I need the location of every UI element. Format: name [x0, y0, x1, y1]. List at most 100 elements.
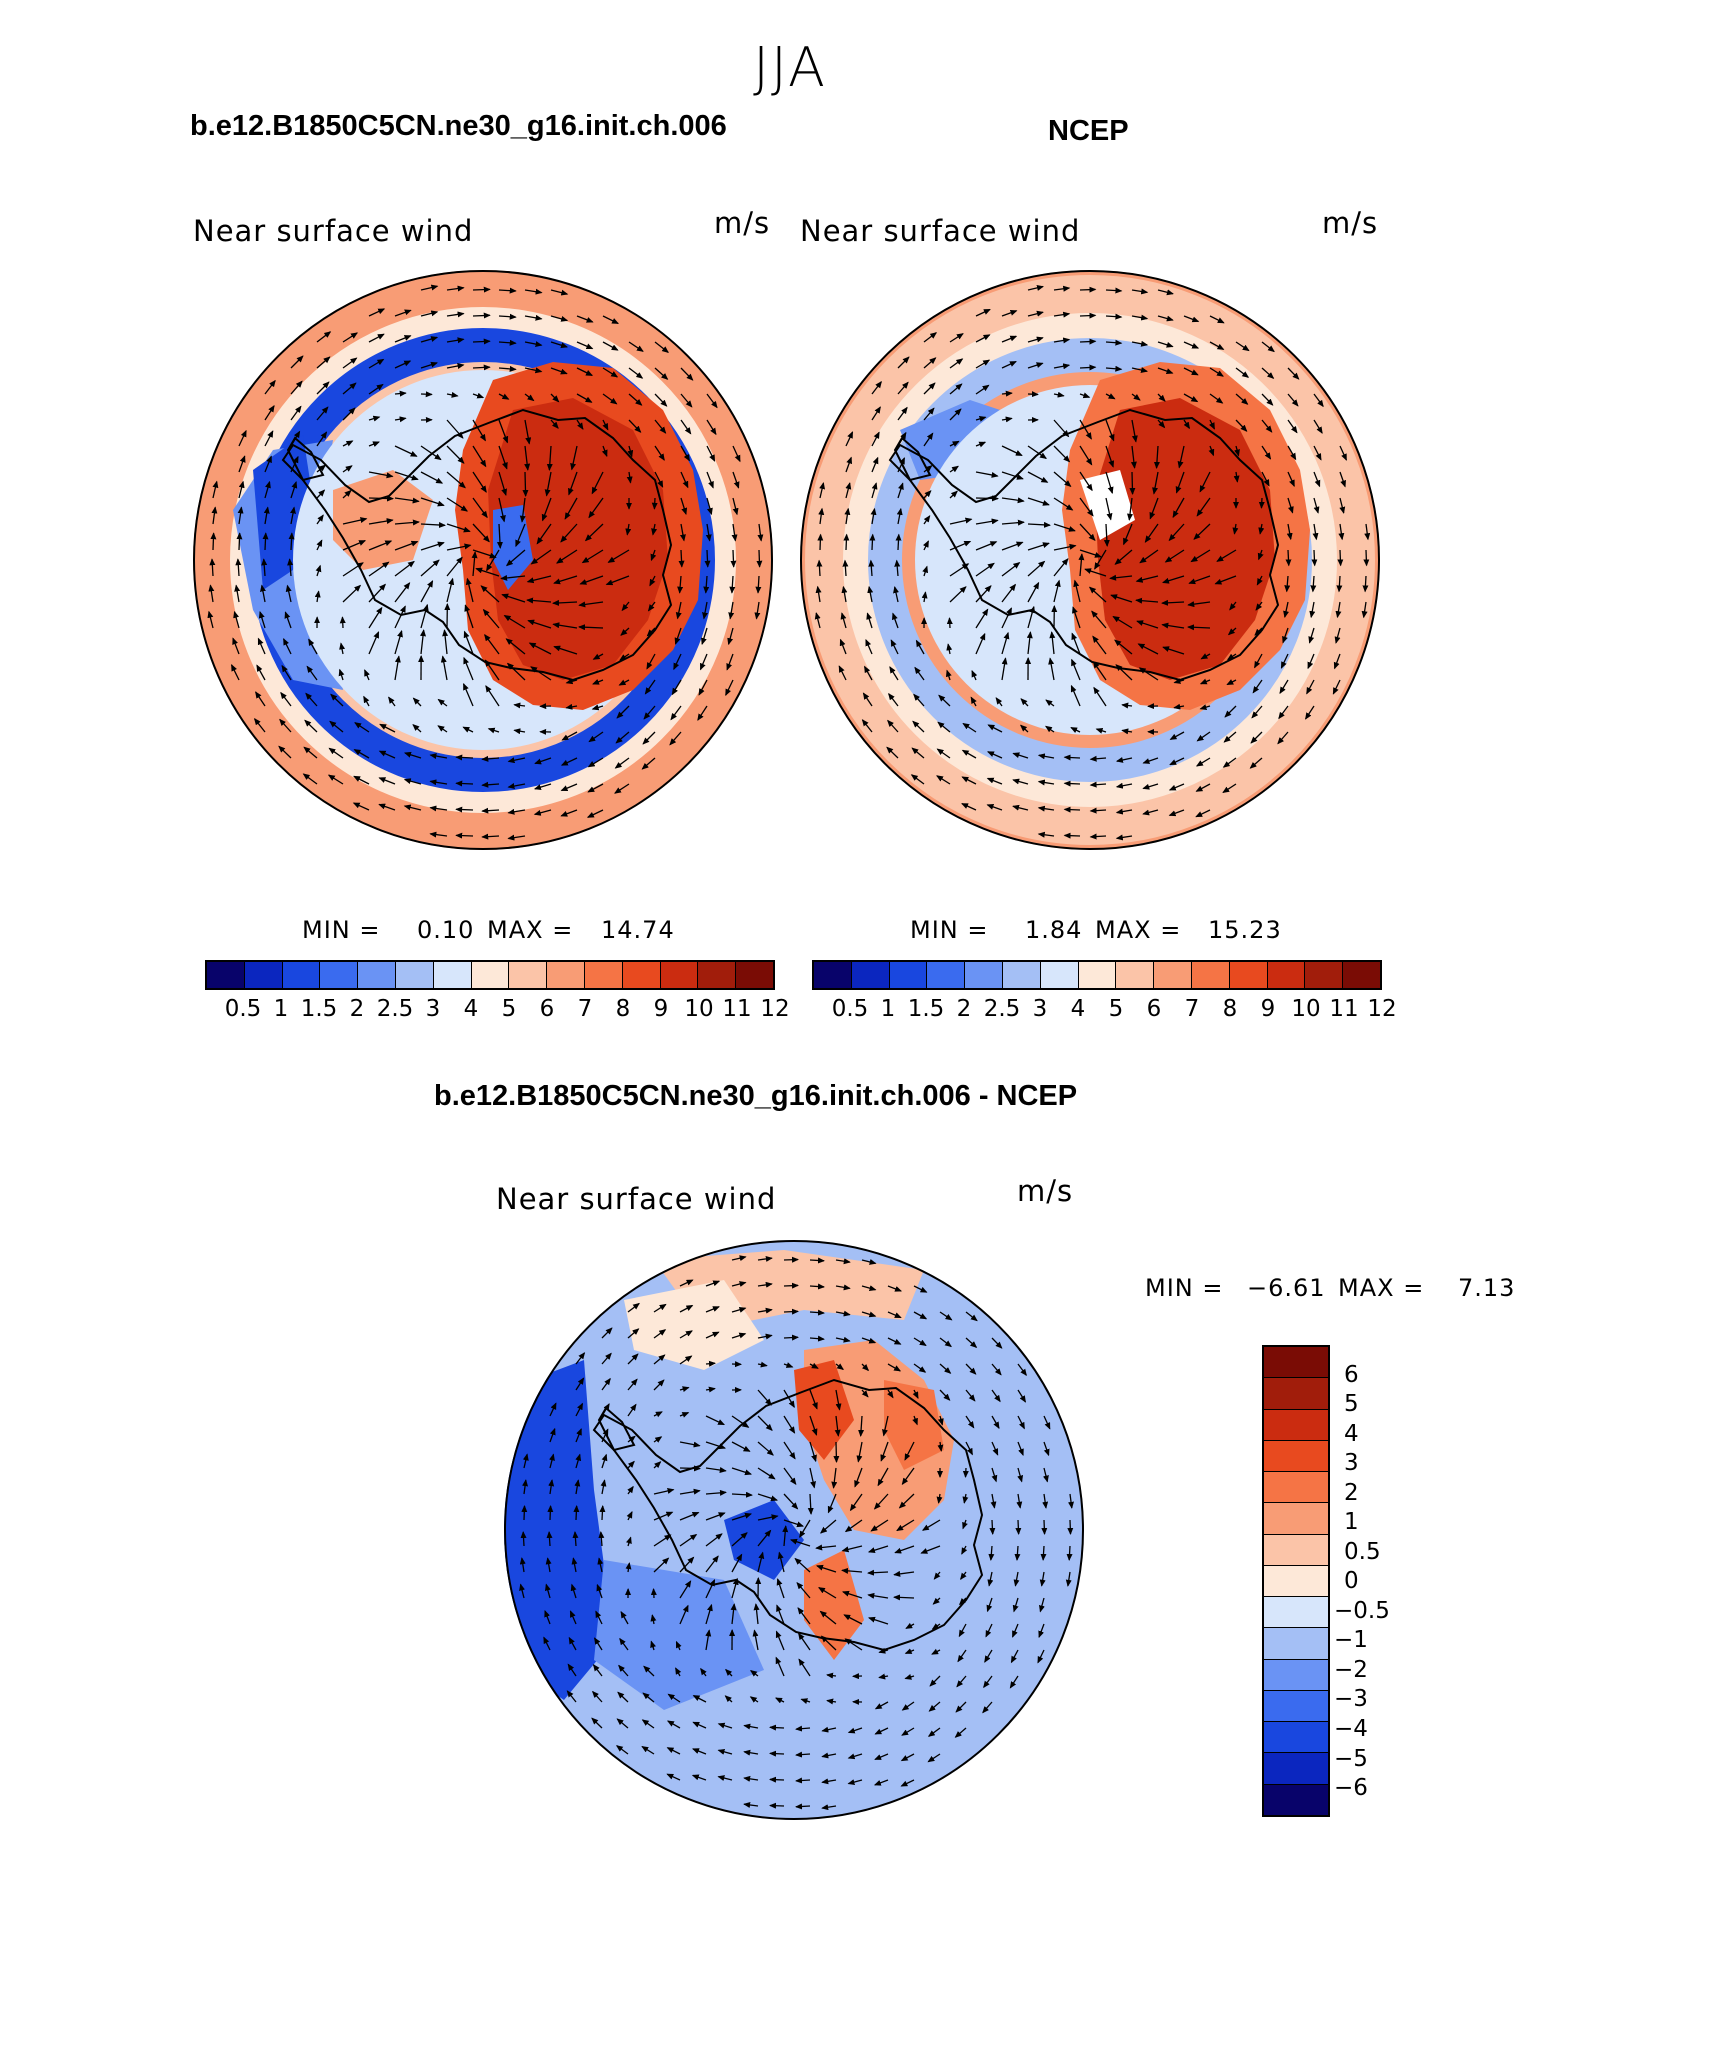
wind-vector — [956, 1675, 967, 1688]
wind-vector — [975, 585, 992, 603]
wind-vector — [945, 669, 952, 681]
wind-vector — [394, 540, 419, 551]
wind-vector — [627, 1378, 638, 1391]
wind-vector — [1053, 558, 1069, 577]
wind-vector — [965, 1337, 978, 1349]
wind-vector — [1333, 653, 1341, 670]
wind-vector — [777, 1551, 785, 1573]
wind-vector — [641, 1746, 655, 1755]
wind-vector — [507, 808, 526, 815]
wind-vector — [818, 507, 825, 525]
wind-vector — [731, 1441, 751, 1452]
wind-vector — [261, 558, 268, 577]
wind-vector — [437, 725, 448, 733]
colorbar-swatch — [1264, 1659, 1328, 1691]
wind-vector — [352, 802, 370, 811]
colorbar-label: 3 — [425, 996, 441, 1022]
wind-vector — [615, 731, 630, 744]
wind-vector — [867, 1569, 889, 1576]
wind-vector — [264, 430, 274, 447]
wind-vector — [1224, 705, 1237, 718]
wind-vector — [1257, 549, 1264, 561]
wind-vector — [464, 604, 474, 629]
wind-vector — [887, 1363, 902, 1372]
wind-vector — [546, 445, 553, 471]
wind-vector — [871, 482, 878, 499]
wind-vector — [820, 1635, 837, 1651]
panel3-max-value: 7.13 — [1458, 1274, 1516, 1302]
panel2-colorbar-labels: 0.5 1 1.5 2 2.5 3 4 5 6 7 8 9 10 11 12 — [812, 996, 1397, 1026]
wind-vector — [1109, 574, 1133, 581]
wind-vector — [1183, 315, 1200, 323]
colorbar-label: 1.5 — [907, 996, 945, 1022]
wind-vector — [234, 584, 241, 603]
colorbar-swatch — [1264, 1378, 1328, 1410]
wind-vector — [679, 1441, 701, 1448]
wind-vector — [549, 1427, 556, 1443]
wind-vector — [991, 1363, 1002, 1376]
wind-vector — [961, 776, 977, 785]
wind-vector — [1001, 541, 1024, 551]
wind-vector — [1196, 731, 1211, 742]
wind-vector — [995, 697, 1003, 707]
wind-vector — [775, 1630, 785, 1651]
wind-vector — [368, 308, 386, 317]
wind-vector — [1017, 1415, 1025, 1430]
wind-vector — [731, 1512, 752, 1521]
wind-vector — [1037, 1649, 1045, 1664]
wind-vector — [521, 1505, 528, 1521]
wind-vector — [730, 549, 737, 568]
wind-vector — [1280, 653, 1289, 669]
wind-vector — [867, 1545, 889, 1554]
wind-vector — [363, 695, 370, 707]
colorbar-label: 3 — [1032, 996, 1048, 1022]
wind-vector — [394, 519, 420, 526]
wind-vector — [705, 1533, 723, 1547]
wind-vector — [446, 337, 465, 344]
wind-vector — [618, 679, 630, 686]
wind-vector — [912, 1389, 919, 1399]
wind-vector — [1127, 497, 1133, 521]
wind-vector — [1039, 1571, 1046, 1587]
wind-vector — [1039, 1597, 1045, 1613]
wind-vector — [621, 601, 630, 612]
wind-vector — [342, 440, 354, 447]
wind-vector — [576, 393, 593, 403]
wind-vector — [692, 1721, 707, 1729]
wind-vector — [446, 391, 459, 398]
colorbar-swatch — [1191, 962, 1230, 988]
wind-vector — [339, 642, 346, 655]
wind-vector — [472, 497, 488, 519]
wind-vector — [484, 659, 500, 681]
wind-vector — [757, 1514, 779, 1521]
wind-vector — [578, 601, 604, 608]
wind-vector — [1144, 523, 1159, 543]
wind-vector — [988, 1545, 995, 1561]
wind-vector — [505, 549, 526, 567]
wind-vector — [1313, 393, 1324, 408]
wind-vector — [757, 1333, 773, 1340]
wind-vector — [1115, 834, 1133, 841]
wind-vector — [856, 1441, 863, 1463]
wind-vector — [1226, 653, 1237, 661]
wind-vector — [692, 1748, 707, 1755]
wind-vector — [675, 1667, 682, 1677]
colorbar-label: 12 — [1367, 996, 1397, 1022]
wind-vector — [1001, 390, 1013, 397]
wind-vector — [1177, 445, 1185, 469]
wind-vector — [515, 523, 526, 548]
colorbar-label: 4 — [463, 996, 479, 1022]
wind-vector — [1223, 731, 1237, 743]
panel3-max-label: MAX = — [1338, 1274, 1425, 1302]
colorbar-label: 0.5 — [1344, 1538, 1381, 1565]
colorbar-swatch — [1264, 1503, 1328, 1535]
wind-vector — [238, 455, 246, 473]
colorbar-label: 3 — [1344, 1450, 1359, 1477]
wind-vector — [1017, 1363, 1027, 1377]
wind-vector — [871, 380, 882, 395]
colorbar-swatch — [1264, 1440, 1328, 1473]
wind-vector — [931, 1623, 941, 1630]
wind-vector — [937, 1441, 944, 1452]
panel2-units: m/s — [1322, 206, 1379, 240]
wind-vector — [1169, 731, 1185, 740]
